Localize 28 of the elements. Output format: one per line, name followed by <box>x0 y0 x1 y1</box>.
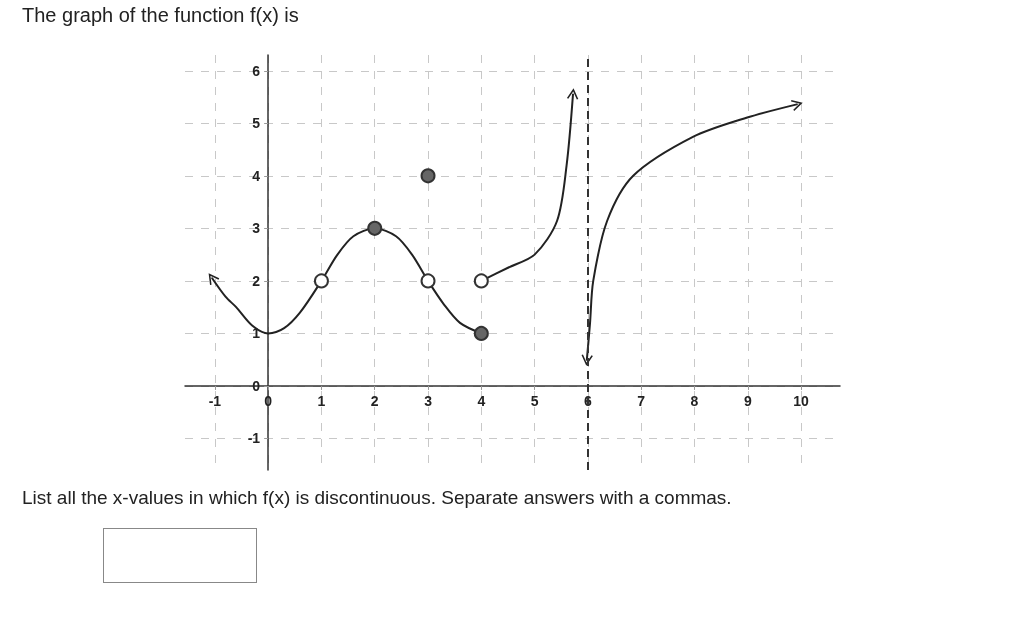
chart-title: The graph of the function f(x) is <box>22 4 299 27</box>
y-tick-label: 3 <box>252 220 261 237</box>
x-tick-label: 4 <box>477 392 486 409</box>
x-tick-label: 8 <box>690 392 699 409</box>
point <box>581 354 593 365</box>
point <box>473 325 489 341</box>
x-tick-label: -1 <box>208 392 222 409</box>
text: List all the x-values in which f(x) is discontinuous. Separate answers with a commas. <box>22 487 732 509</box>
point <box>790 99 802 112</box>
x-tick-label: 3 <box>424 392 433 409</box>
point <box>313 273 329 289</box>
x-tick-label: 7 <box>637 392 646 409</box>
y-tick-label: 4 <box>252 167 261 184</box>
x-tick-label: 9 <box>743 392 752 409</box>
x-tick-label: 5 <box>530 392 539 409</box>
point <box>420 273 436 289</box>
x-tick-label: 1 <box>317 392 326 409</box>
point <box>473 273 489 289</box>
y-tick-label: 5 <box>252 115 261 132</box>
point <box>367 220 383 236</box>
y-tick-label: 6 <box>252 62 261 79</box>
y-tick-label: 2 <box>252 272 261 289</box>
point <box>566 89 579 101</box>
point <box>420 168 436 184</box>
point <box>208 273 220 286</box>
x-tick-label: 10 <box>793 392 810 409</box>
y-tick-label: -1 <box>247 430 261 447</box>
x-tick-label: 2 <box>370 392 379 409</box>
